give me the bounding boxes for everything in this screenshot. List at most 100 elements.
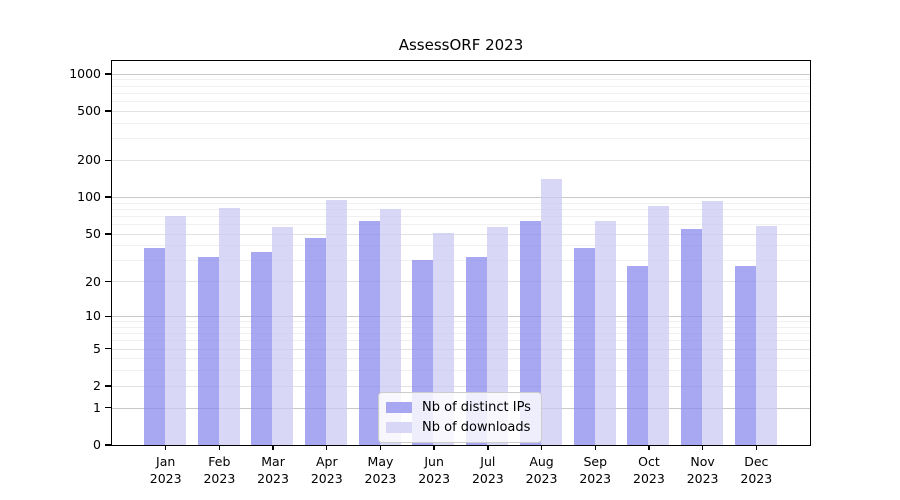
gridline-major (111, 110, 810, 112)
x-tick-mark (755, 445, 757, 450)
x-tick-label: Jun 2023 (418, 454, 451, 486)
y-tick-mark (105, 385, 112, 387)
y-tick-label: 5 (93, 340, 101, 356)
x-tick-mark (487, 445, 489, 450)
x-tick-mark (272, 445, 274, 450)
x-tick-label: Nov 2023 (686, 454, 719, 486)
bar-distinct-ips (305, 238, 327, 445)
bar-distinct-ips (573, 248, 595, 445)
chart-title: AssessORF 2023 (398, 36, 524, 54)
x-tick-mark (648, 445, 650, 450)
bar-downloads (755, 225, 777, 445)
bar-downloads (594, 220, 616, 445)
gridline-minor (111, 101, 810, 103)
y-tick-label: 50 (85, 225, 101, 241)
gridline-minor (111, 358, 810, 360)
gridline-minor (111, 79, 810, 81)
x-tick-label: Aug 2023 (525, 454, 558, 486)
legend-swatch-distinct-ips-icon (386, 402, 412, 413)
y-tick-mark (105, 110, 112, 112)
gridline-major (111, 281, 810, 283)
gridline-major (111, 233, 810, 235)
y-tick-mark (105, 280, 112, 283)
bar-downloads (379, 208, 401, 445)
gridline-major (111, 385, 810, 387)
y-tick-label: 200 (77, 152, 101, 168)
y-tick-label: 10 (85, 308, 101, 324)
legend-label-downloads: Nb of downloads (422, 420, 531, 435)
gridline-minor (111, 321, 810, 323)
bar-downloads (433, 232, 455, 445)
bar-distinct-ips (519, 220, 541, 445)
bar-distinct-ips (358, 220, 380, 445)
y-tick-mark (105, 315, 112, 317)
x-tick-mark (701, 445, 704, 450)
x-tick-mark (540, 445, 543, 450)
gridline-major (111, 316, 810, 318)
gridline-minor (111, 122, 810, 124)
y-tick-mark (105, 348, 112, 350)
x-tick-label: May 2023 (364, 454, 397, 486)
x-tick-mark (433, 445, 435, 450)
x-tick-label: Jan 2023 (149, 454, 182, 486)
y-tick-mark (105, 233, 112, 235)
x-tick-mark (218, 445, 221, 450)
x-tick-mark (379, 445, 382, 450)
bar-downloads (165, 215, 186, 445)
bar-downloads (326, 199, 348, 445)
bar-distinct-ips (734, 265, 756, 445)
gridline-minor (111, 245, 810, 247)
y-tick-mark (105, 159, 112, 161)
gridline-major (111, 160, 810, 162)
gridline-minor (111, 340, 810, 342)
bar-distinct-ips (197, 257, 219, 445)
bar-downloads (272, 226, 294, 445)
bar-distinct-ips (144, 248, 165, 445)
gridline-minor (111, 208, 810, 210)
x-tick-label: Oct 2023 (633, 454, 665, 486)
gridline-minor (111, 202, 810, 204)
x-tick-label: Feb 2023 (203, 454, 236, 486)
bar-distinct-ips (251, 252, 273, 445)
gridline-minor (111, 370, 810, 372)
x-tick-label: Mar 2023 (257, 454, 289, 486)
legend-label-distinct-ips: Nb of distinct IPs (422, 400, 531, 415)
legend-item-distinct-ips: Nb of distinct IPs (386, 400, 531, 415)
legend: Nb of distinct IPs Nb of downloads (378, 392, 542, 443)
gridline-minor (111, 138, 810, 140)
bar-downloads (648, 205, 670, 445)
gridline-minor (111, 215, 810, 217)
bar-downloads (540, 179, 562, 445)
gridline-major (111, 196, 810, 198)
bar-downloads (701, 201, 723, 445)
x-tick-mark (326, 445, 328, 450)
bar-downloads (487, 226, 509, 445)
y-tick-label: 100 (77, 189, 101, 205)
y-tick-mark (105, 196, 112, 198)
gridline-minor (111, 224, 810, 226)
bar-distinct-ips (627, 265, 649, 445)
x-tick-label: Apr 2023 (310, 454, 343, 486)
x-tick-label: Dec 2023 (740, 454, 773, 486)
x-tick-label: Sep 2023 (579, 454, 612, 486)
bar-distinct-ips (680, 228, 702, 445)
y-tick-label: 20 (85, 273, 101, 289)
plot-area (110, 59, 811, 446)
legend-swatch-downloads-icon (386, 422, 412, 433)
bar-downloads (218, 207, 240, 445)
legend-item-downloads: Nb of downloads (386, 420, 531, 435)
y-tick-mark (105, 407, 112, 409)
y-tick-label: 500 (77, 103, 101, 119)
y-tick-mark (105, 73, 112, 75)
x-tick-mark (164, 445, 167, 450)
y-tick-label: 1 (93, 399, 101, 415)
gridline-major (111, 73, 810, 75)
y-tick-label: 1000 (69, 65, 101, 81)
gridline-major (111, 348, 810, 350)
gridline-minor (111, 85, 810, 87)
gridline-minor (111, 260, 810, 262)
gridline-minor (111, 92, 810, 94)
gridline-minor (111, 333, 810, 335)
x-tick-mark (594, 445, 596, 450)
